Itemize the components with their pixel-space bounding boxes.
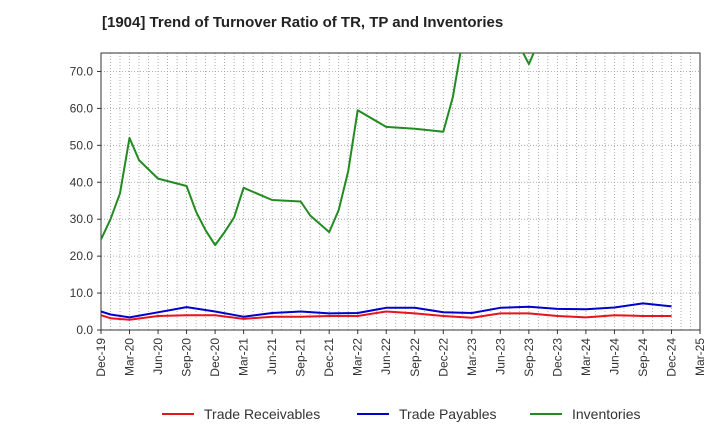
x-tick-label: Mar-25 (693, 338, 707, 376)
x-tick-label: Jun-21 (265, 338, 279, 375)
x-tick-label: Dec-21 (322, 338, 336, 377)
legend-label-trade-receivables: Trade Receivables (204, 406, 320, 422)
y-tick-label: 50.0 (70, 138, 94, 152)
series-line-trade-payables (101, 302, 672, 319)
x-tick-label: Jun-24 (607, 338, 621, 375)
plot-frame (100, 52, 701, 331)
legend-label-inventories: Inventories (572, 406, 640, 422)
x-tick-label: Dec-19 (94, 338, 108, 377)
legend-label-trade-payables: Trade Payables (399, 406, 497, 422)
x-tick-label: Sep-24 (636, 338, 650, 377)
y-tick-label: 30.0 (70, 212, 94, 226)
x-tick-label: Sep-22 (408, 338, 422, 377)
x-tick-label: Sep-21 (294, 338, 308, 377)
x-tick-label: Jun-22 (379, 338, 393, 375)
x-tick-label: Mar-21 (237, 338, 251, 376)
x-tick-label: Mar-24 (579, 338, 593, 376)
x-tick-label: Mar-22 (351, 338, 365, 376)
plot-area (101, 53, 700, 330)
series-group (101, 53, 672, 321)
x-tick-label: Dec-24 (664, 338, 678, 377)
y-tick-label: 10.0 (70, 286, 94, 300)
y-tick-label: 60.0 (70, 101, 94, 115)
y-tick-label: 40.0 (70, 175, 94, 189)
y-tick-label: 20.0 (70, 249, 94, 263)
x-tick-label: Jun-20 (151, 338, 165, 375)
x-tick-label: Sep-20 (180, 338, 194, 377)
y-tick-label: 70.0 (70, 64, 94, 78)
y-tick-label: 0.0 (76, 323, 93, 337)
x-tick-label: Mar-20 (123, 338, 137, 376)
chart-title: [1904] Trend of Turnover Ratio of TR, TP… (102, 14, 504, 31)
x-tick-label: Sep-23 (522, 338, 536, 377)
series-line-inventories (101, 53, 535, 247)
x-tick-label: Jun-23 (493, 338, 507, 375)
x-tick-label: Mar-23 (465, 338, 479, 376)
x-tick-label: Dec-22 (436, 338, 450, 377)
x-tick-label: Dec-23 (550, 338, 564, 377)
series-line-trade-receivables (101, 310, 672, 321)
x-tick-label: Dec-20 (208, 338, 222, 377)
